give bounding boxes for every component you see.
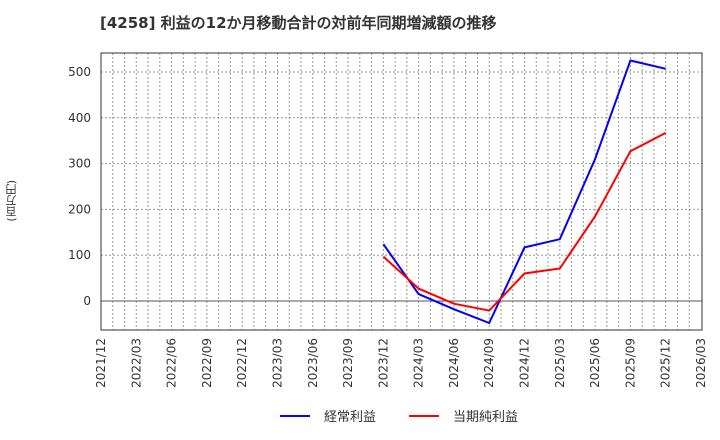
y-tick-label: 400 [68,111,91,125]
x-tick-label: 2021/12 [94,338,108,388]
x-tick-label: 2022/06 [165,338,179,388]
x-tick-label: 2024/06 [447,338,461,388]
series-line-ordinary-profit [382,59,666,325]
x-tick-label: 2025/12 [659,338,673,388]
y-tick-label: 100 [68,248,91,262]
x-tick-label: 2024/03 [412,338,426,388]
y-tick-label: 0 [83,294,91,308]
x-tick-label: 2022/12 [235,338,249,388]
x-tick-label: 2023/06 [306,338,320,388]
x-tick-label: 2024/12 [518,338,532,388]
legend-label: 当期純利益 [453,410,519,425]
legend-swatch-red [409,414,439,417]
legend-item-net-profit: 当期純利益 [409,406,518,425]
legend-item-ordinary-profit: 経常利益 [280,406,376,425]
chart-title: [4258] 利益の12か月移動合計の対前年同期増減額の推移 [100,14,497,32]
x-tick-label: 2023/12 [376,338,390,388]
y-tick-label: 300 [68,157,91,171]
legend-label: 経常利益 [324,410,377,425]
x-tick-label: 2025/06 [588,338,602,388]
x-tick-label: 2026/03 [694,338,708,388]
x-tick-label: 2023/09 [341,338,355,388]
x-tick-label: 2025/03 [553,338,567,388]
series-line-net-profit [382,132,667,312]
x-tick-label: 2022/09 [200,338,214,388]
x-tick-label: 2024/09 [482,338,496,388]
x-tick-label: 2023/03 [270,338,284,388]
y-tick-label: 200 [68,202,91,216]
y-tick-label: 500 [68,65,91,79]
legend-swatch-blue [280,414,310,417]
plot-area [100,52,703,331]
x-tick-label: 2025/09 [623,338,637,388]
x-tick-label: 2022/03 [129,338,143,388]
